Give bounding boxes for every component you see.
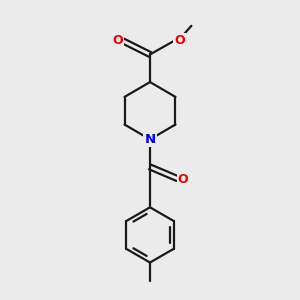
Text: N: N: [144, 133, 156, 146]
Text: O: O: [113, 34, 124, 47]
Text: O: O: [174, 34, 185, 47]
Text: O: O: [178, 173, 188, 186]
